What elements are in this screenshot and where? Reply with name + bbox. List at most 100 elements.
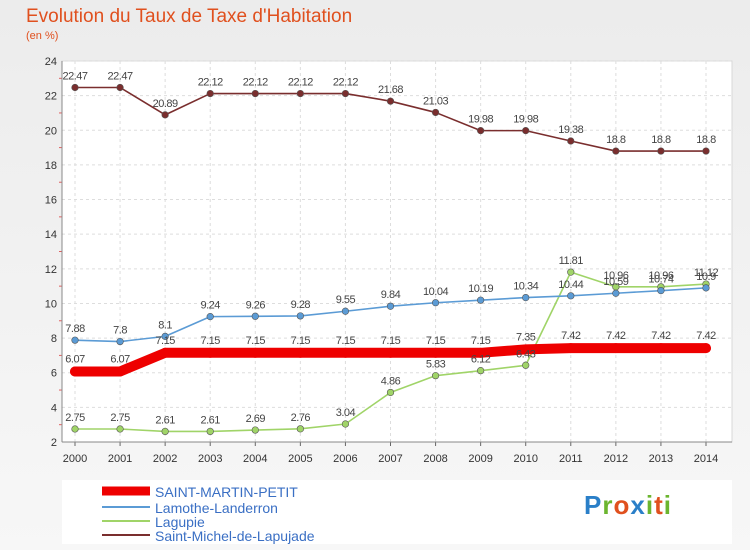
data-point — [251, 312, 259, 320]
x-tick-label: 2005 — [288, 453, 312, 465]
logo-letter: i — [663, 490, 672, 520]
data-point — [386, 302, 395, 310]
y-tick-label: 14 — [45, 229, 57, 241]
data-point — [565, 343, 576, 354]
data-point — [431, 108, 440, 117]
legend-box — [62, 480, 732, 544]
data-point — [115, 366, 126, 377]
data-label: 7.42 — [651, 330, 671, 342]
data-point — [206, 313, 214, 321]
data-label: 7.8 — [113, 325, 127, 337]
data-label: 19.98 — [468, 114, 493, 126]
data-point — [295, 347, 306, 358]
chart-unit: (en %) — [26, 30, 59, 42]
proxiti-logo: Proxiti — [584, 490, 672, 521]
data-label: 7.88 — [65, 323, 85, 335]
y-tick-label: 10 — [45, 298, 57, 310]
data-point — [251, 426, 259, 434]
data-point — [657, 287, 665, 295]
data-label: 3.04 — [336, 407, 356, 419]
legend-label: SAINT-MARTIN-PETIT — [155, 484, 298, 500]
y-tick-label: 4 — [51, 402, 57, 414]
data-label: 2.75 — [65, 412, 85, 424]
data-label: 7.42 — [696, 330, 716, 342]
data-label: 11.81 — [559, 255, 584, 267]
data-label: 2.61 — [201, 414, 221, 426]
data-point — [567, 137, 575, 145]
data-point — [610, 343, 621, 354]
data-label: 6.12 — [471, 354, 491, 366]
data-label: 22.12 — [198, 77, 223, 89]
data-point — [296, 312, 304, 320]
legend-label: Lagupie — [155, 514, 205, 530]
data-label: 9.84 — [381, 289, 401, 301]
data-point — [206, 427, 214, 436]
data-label: 18.8 — [606, 134, 626, 146]
data-point — [386, 388, 395, 397]
data-point — [296, 425, 304, 433]
y-tick-label: 16 — [45, 195, 57, 207]
x-tick-label: 2012 — [604, 453, 628, 465]
data-label: 22.47 — [62, 70, 87, 82]
data-label: 10.96 — [648, 270, 673, 282]
data-label: 2.69 — [246, 413, 266, 425]
data-label: 7.15 — [336, 335, 356, 347]
logo-letter: i — [645, 490, 655, 520]
legend: SAINT-MARTIN-PETITLamothe-LanderronLagup… — [102, 484, 315, 544]
x-tick-label: 2000 — [63, 453, 87, 465]
data-point — [475, 347, 486, 358]
data-point — [70, 366, 80, 377]
data-point — [612, 147, 620, 155]
plot-area — [61, 60, 733, 443]
logo-letter: P — [584, 490, 603, 520]
data-label: 6.07 — [110, 354, 130, 366]
data-point — [702, 284, 710, 292]
data-point — [385, 347, 396, 358]
data-label: 7.15 — [246, 335, 266, 347]
data-point — [522, 361, 530, 369]
data-label: 9.26 — [246, 299, 266, 311]
data-point — [71, 425, 79, 433]
data-point — [702, 147, 710, 155]
data-label: 10.44 — [558, 279, 583, 291]
x-tick-label: 2004 — [243, 453, 267, 465]
data-label: 21.03 — [423, 95, 448, 107]
data-point — [161, 427, 169, 436]
data-label: 22.47 — [108, 70, 133, 82]
data-point — [251, 89, 259, 98]
data-label: 7.35 — [516, 331, 536, 343]
data-label: 11.12 — [694, 267, 719, 279]
x-tick-label: 2001 — [108, 453, 132, 465]
data-label: 19.38 — [558, 124, 583, 136]
y-tick-label: 24 — [45, 56, 57, 68]
x-tick-label: 2003 — [198, 453, 222, 465]
x-tick-label: 2013 — [649, 453, 673, 465]
data-label: 22.12 — [333, 77, 358, 89]
data-point — [567, 292, 575, 300]
series-group — [70, 83, 711, 436]
legend-label: Saint-Michel-de-Lapujade — [155, 528, 315, 544]
y-tick-label: 20 — [45, 125, 57, 137]
data-label: 2.75 — [110, 412, 130, 424]
data-point — [477, 367, 485, 375]
y-tick-label: 8 — [51, 333, 57, 345]
data-point — [655, 343, 666, 354]
data-label: 2.61 — [155, 414, 175, 426]
x-tick-label: 2009 — [468, 453, 492, 465]
y-tick-label: 18 — [45, 160, 57, 172]
data-label: 9.55 — [336, 294, 356, 306]
data-point — [522, 293, 530, 302]
x-tick-label: 2006 — [333, 453, 357, 465]
data-label: 2.76 — [291, 412, 311, 424]
data-point — [206, 89, 214, 98]
data-point — [296, 89, 304, 98]
data-point — [341, 89, 350, 98]
data-point — [116, 337, 124, 346]
x-tick-label: 2007 — [378, 453, 402, 465]
y-tick-label: 22 — [45, 91, 57, 103]
data-label: 7.42 — [561, 330, 581, 342]
data-point — [701, 343, 711, 354]
data-label: 22.12 — [288, 77, 313, 89]
